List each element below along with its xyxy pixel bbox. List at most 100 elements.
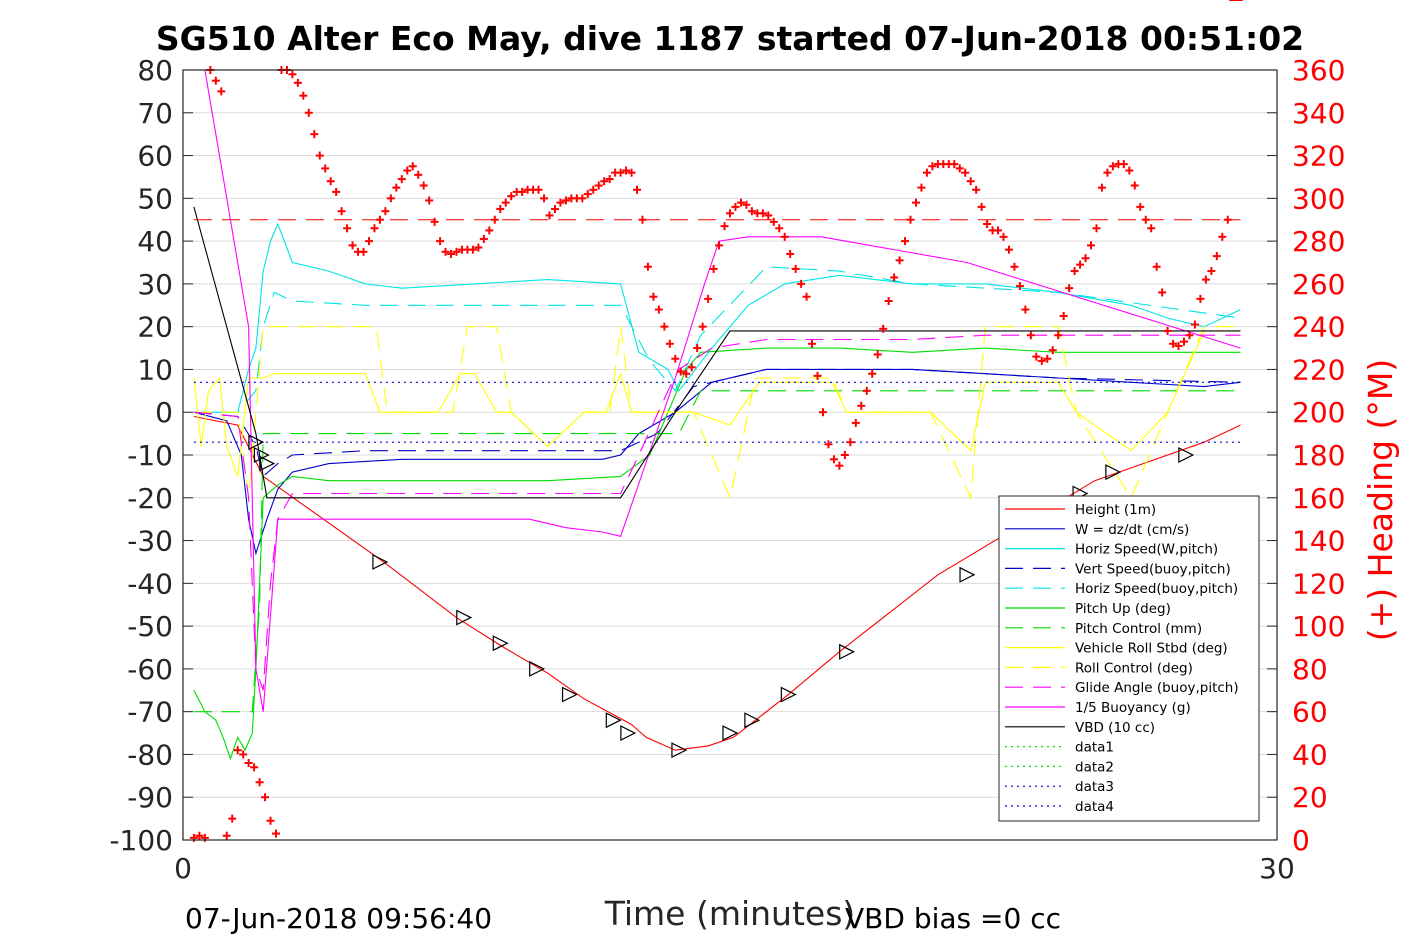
heading-point [348,241,357,250]
heading-point [561,196,570,205]
heading-point [972,185,981,194]
series-line-11 [193,206,1241,499]
heading-point [851,418,860,427]
heading-point [1059,311,1068,320]
heading-point [704,294,713,303]
left-tick-label: 70 [137,97,173,130]
legend-label: Pitch Control (mm) [1075,621,1202,637]
heading-point [441,247,450,256]
heading-point [698,322,707,331]
heading-point [578,194,587,203]
heading-points [189,0,1243,842]
heading-point [846,438,855,447]
heading-point [649,292,658,301]
heading-point [901,237,910,246]
right-tick-label: 80 [1292,653,1328,686]
depth-marker [248,434,265,451]
heading-point [1103,168,1112,177]
heading-point [485,226,494,235]
left-tick-label: 40 [137,225,173,258]
heading-point [1076,260,1085,269]
depth-marker [561,686,578,703]
heading-point [408,162,417,171]
legend-label: Roll Control (deg) [1075,660,1193,676]
heading-point [343,224,352,233]
depth-marker [456,609,473,626]
heading-point [1092,224,1101,233]
heading-point [425,196,434,205]
left-tick-label: -100 [109,824,173,857]
heading-point [742,200,751,209]
depth-marker [959,566,976,583]
left-tick-label: -30 [127,525,173,558]
heading-point [1163,326,1172,335]
heading-point [1125,166,1134,175]
heading-point [791,264,800,273]
heading-point [1070,267,1079,276]
heading-point [709,264,718,273]
heading-point [622,166,631,175]
heading-point [1015,282,1024,291]
heading-point [271,829,280,838]
heading-point [550,205,559,214]
right-tick-label: 340 [1292,97,1345,130]
heading-point [797,279,806,288]
series-line-3 [193,368,1241,478]
series-line-10 [204,69,1241,712]
heading-point [1190,320,1199,329]
legend-label: W = dz/dt (cm/s) [1075,522,1189,538]
heading-point [671,354,680,363]
legend-label: data4 [1075,799,1114,815]
heading-point [518,187,527,196]
heading-point [917,183,926,192]
heading-point [643,262,652,271]
legend-entry: Vehicle Roll Stbd (deg) [1005,641,1228,657]
heading-point [222,831,231,840]
heading-point [857,401,866,410]
heading-point [1158,288,1167,297]
heading-point [862,386,871,395]
right-tick-label: 0 [1292,824,1310,857]
heading-point [911,198,920,207]
legend-label: data2 [1075,759,1114,775]
heading-point [868,369,877,378]
heading-point [1032,352,1041,361]
heading-point [534,185,543,194]
series-layer [193,69,1241,761]
heading-point [983,220,992,228]
footer-vbd-bias: VBD bias =0 cc [845,902,1061,935]
legend-entry: data3 [1005,779,1114,795]
legend-entry: data1 [1005,740,1114,756]
legend-entry: data2 [1005,759,1114,775]
right-tick-label: 200 [1292,396,1345,429]
series-line-9 [193,334,1241,691]
depth-marker [839,643,856,660]
heading-point [1207,267,1216,276]
heading-point [315,151,324,160]
heading-point [660,322,669,331]
heading-point [419,181,428,190]
left-tick-label: -80 [127,738,173,771]
right-tick-label: 40 [1292,738,1328,771]
heading-point [1212,252,1221,261]
heading-point [255,778,264,787]
legend-label: Horiz Speed(buoy,pitch) [1075,581,1238,597]
heading-point [955,164,964,173]
heading-point [397,175,406,184]
depth-marker [1105,464,1122,481]
left-tick-label: -20 [127,482,173,515]
x-axis-label: Time (minutes) [604,894,856,933]
heading-point [447,249,456,258]
legend-entry: data4 [1005,799,1114,815]
heading-point [950,160,959,169]
left-tick-label: 0 [155,396,173,429]
heading-point [507,192,516,201]
depth-marker [605,712,622,729]
heading-point [726,209,734,218]
chart-title: SG510 Alter Eco May, dive 1187 started 0… [156,19,1304,58]
heading-point [999,232,1008,241]
heading-point [879,324,888,333]
right-tick-label: 100 [1292,610,1345,643]
series-line-8 [193,326,1241,500]
heading-point [824,440,833,449]
